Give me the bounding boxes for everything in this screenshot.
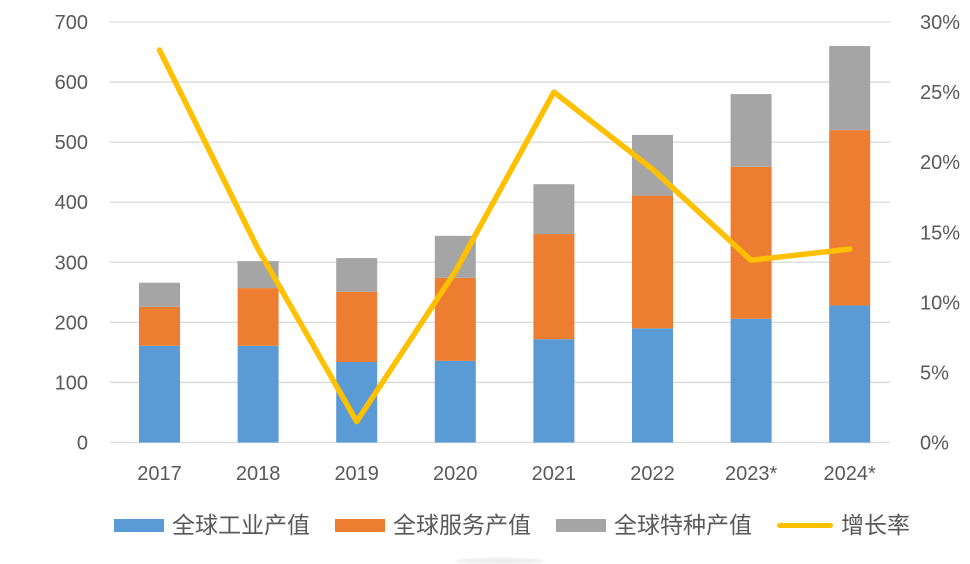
bar-segment-全球服务产值 <box>533 234 575 340</box>
bar-segment-全球服务产值 <box>237 288 279 346</box>
bar-segment-全球服务产值 <box>730 166 772 319</box>
legend-label: 全球特种产值 <box>614 512 752 538</box>
y-axis-label: 300 <box>55 252 88 274</box>
legend-label: 全球工业产值 <box>172 512 310 538</box>
bar-segment-全球特种产值 <box>730 94 772 167</box>
bar-segment-全球工业产值 <box>730 318 772 443</box>
y-axis-label: 500 <box>55 132 88 154</box>
x-axis-label: 2022 <box>630 463 675 485</box>
y-axis-label: 100 <box>55 372 88 394</box>
x-axis-label: 2023* <box>725 463 777 485</box>
x-axis-label: 2018 <box>236 463 281 485</box>
right-axis-label: 0% <box>920 433 949 455</box>
growth-rate-line <box>156 47 853 425</box>
bar-segment-全球工业产值 <box>139 345 180 443</box>
x-axis-label: 2019 <box>334 463 379 485</box>
legend-color-swatch <box>556 519 606 532</box>
right-axis-label: 20% <box>920 152 960 174</box>
legend-item: 全球工业产值 <box>114 514 310 537</box>
legend-color-swatch <box>335 519 385 532</box>
bar-segment-全球特种产值 <box>533 184 575 235</box>
y-axis-label: 0 <box>77 433 88 455</box>
x-axis-label: 2020 <box>433 463 478 485</box>
right-axis-label: 25% <box>920 82 960 104</box>
bar-segment-全球工业产值 <box>533 339 575 443</box>
bar-segment-全球工业产值 <box>434 360 476 443</box>
bar-segment-全球服务产值 <box>632 195 673 329</box>
x-axis-label: 2017 <box>137 463 182 485</box>
legend-item: 增长率 <box>777 514 910 537</box>
bar-segment-全球服务产值 <box>829 130 871 306</box>
bar-segment-全球工业产值 <box>237 345 279 443</box>
bar-segment-全球特种产值 <box>139 282 180 307</box>
y-axis-label: 400 <box>55 192 88 214</box>
x-axis-label: 2024* <box>824 463 876 485</box>
bar-segment-全球特种产值 <box>829 46 871 131</box>
legend-label: 增长率 <box>841 512 910 538</box>
bar-segment-全球工业产值 <box>829 305 871 443</box>
legend-line-swatch <box>777 523 833 528</box>
right-axis-label: 10% <box>920 292 960 314</box>
bar-segment-全球特种产值 <box>632 134 673 196</box>
legend-color-swatch <box>114 519 164 532</box>
right-axis-label: 30% <box>920 12 960 34</box>
y-axis-label: 700 <box>55 12 88 34</box>
y-axis-label: 200 <box>55 312 88 334</box>
bar-segment-全球服务产值 <box>336 291 378 363</box>
bar-segment-全球服务产值 <box>139 306 180 346</box>
bottom-artifact <box>455 558 545 564</box>
right-axis-label: 15% <box>920 222 960 244</box>
legend-item: 全球特种产值 <box>556 514 752 537</box>
x-axis-label: 2021 <box>532 463 577 485</box>
right-axis-label: 5% <box>920 362 949 384</box>
legend-item: 全球服务产值 <box>335 514 531 537</box>
legend-label: 全球服务产值 <box>393 512 531 538</box>
legend: 全球工业产值 全球服务产值 全球特种产值 增长率 <box>114 514 910 537</box>
bar-segment-全球特种产值 <box>336 258 378 292</box>
y-axis-label: 600 <box>55 72 88 94</box>
bar-segment-全球工业产值 <box>632 328 673 443</box>
